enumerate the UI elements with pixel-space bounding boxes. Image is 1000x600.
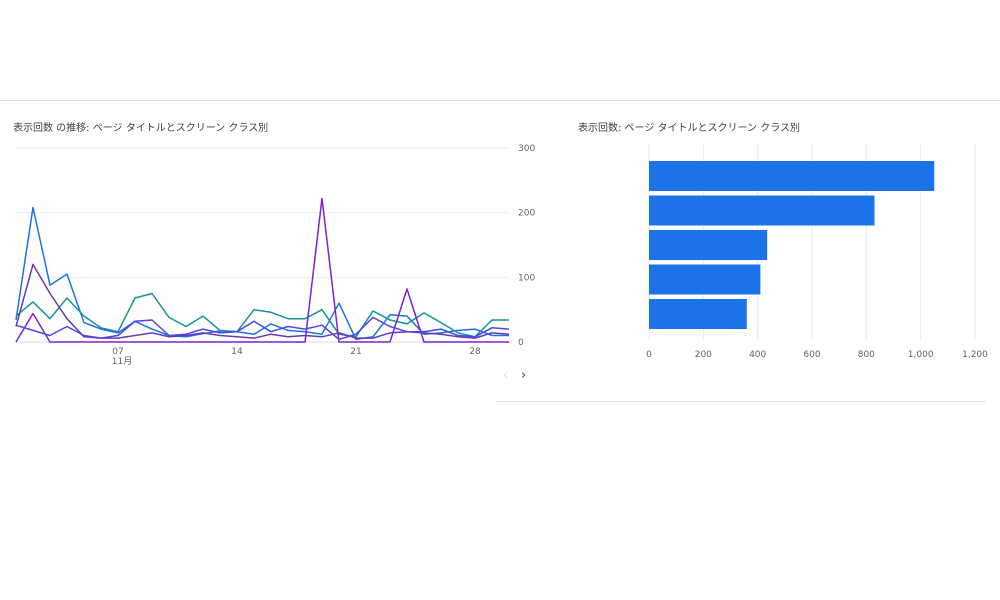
bar (649, 161, 935, 191)
line-y-tick-label: 300 (518, 144, 535, 154)
bar (649, 230, 768, 260)
bar-chart: 0 200 400 600 800 1,000 1,200 (646, 144, 988, 360)
bar (649, 195, 875, 226)
top-divider (0, 100, 1000, 101)
line-series-1 (15, 206, 509, 341)
bar-x-tick-label: 600 (803, 350, 820, 360)
line-series-4 (15, 197, 509, 343)
line-x-tick-label: 21 (350, 347, 361, 357)
pager-next-button[interactable]: › (521, 368, 527, 383)
line-x-tick-sublabel: 11月 (112, 356, 132, 367)
bar (649, 264, 761, 295)
line-y-tick-label: 200 (518, 209, 535, 219)
line-chart-title: 表示回数 の推移: ページ タイトルとスクリーン クラス別 (13, 123, 269, 134)
bar-x-tick-label: 1,200 (962, 350, 988, 360)
bar-x-tick-label: 400 (749, 350, 766, 360)
line-y-tick-label: 0 (518, 338, 524, 348)
line-series-2 (15, 292, 509, 338)
pager-prev-button[interactable]: ‹ (503, 368, 509, 383)
line-y-tick-label: 100 (518, 273, 535, 283)
line-x-tick-label: 07 (112, 347, 123, 357)
bar-chart-title: 表示回数: ページ タイトルとスクリーン クラス別 (578, 123, 801, 134)
bar-x-tick-label: 800 (858, 350, 875, 360)
line-series-5 (15, 316, 510, 341)
bar-x-tick-label: 1,000 (908, 350, 934, 360)
line-x-tick-label: 28 (469, 347, 481, 357)
bar-x-tick-label: 200 (695, 350, 712, 360)
bar-x-tick-label: 0 (646, 350, 652, 360)
card-divider (497, 401, 986, 402)
bar (649, 299, 747, 329)
line-x-tick-label: 14 (231, 347, 243, 357)
